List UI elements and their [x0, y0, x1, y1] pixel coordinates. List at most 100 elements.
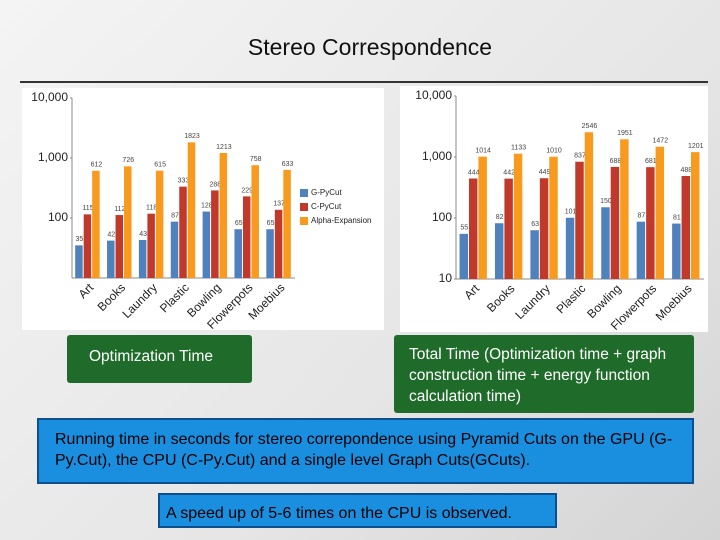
value-label: 65 [235, 220, 243, 227]
value-label: 449 [539, 169, 551, 176]
bar [115, 215, 124, 278]
legend-swatch [300, 203, 308, 211]
bar [202, 211, 211, 278]
slide-title: Stereo Correspondence [247, 34, 493, 60]
bar [179, 186, 187, 278]
value-label: 112 [114, 206, 125, 213]
value-label: 115 [82, 205, 93, 212]
bar [124, 166, 132, 278]
value-label: 128 [201, 202, 213, 209]
value-label: 681 [645, 158, 657, 165]
bar [610, 166, 620, 279]
value-label: 837 [574, 153, 586, 160]
value-label: 726 [122, 157, 134, 164]
bar [513, 153, 523, 279]
bar [187, 142, 196, 278]
bar [646, 167, 655, 279]
value-label: 1201 [688, 143, 704, 150]
caption: Optimization Time [67, 335, 252, 383]
value-label: 55 [460, 225, 468, 232]
legend-label: Alpha-Expansion [311, 216, 371, 225]
value-label: 1951 [617, 130, 633, 137]
value-label: 118 [146, 205, 157, 212]
conclusion: A speed up of 5-6 times on the CPU is ob… [158, 493, 557, 528]
caption: Total Time (Optimization time + graph co… [394, 335, 694, 413]
bar [155, 170, 164, 278]
bar [504, 178, 513, 279]
bar [459, 233, 468, 279]
bar [266, 229, 274, 278]
value-label: 612 [91, 162, 103, 169]
chart-panel [22, 88, 384, 330]
bar [584, 132, 594, 279]
bar [107, 240, 115, 278]
bar [251, 165, 259, 278]
value-label: 1472 [653, 138, 669, 145]
bar [219, 152, 228, 278]
value-label: 688 [610, 158, 622, 165]
description: Running time in seconds for stereo corre… [37, 418, 694, 484]
bar [539, 178, 549, 279]
bar [549, 156, 558, 279]
value-label: 1014 [475, 147, 491, 154]
value-label: 333 [178, 177, 190, 184]
legend-swatch [300, 217, 308, 225]
bar [681, 176, 691, 279]
bar [575, 161, 584, 279]
legend-label: G-PyCut [311, 188, 342, 197]
bar [211, 190, 219, 278]
legend-label: C-PyCut [311, 202, 342, 211]
bar [620, 139, 629, 279]
value-label: 1010 [546, 148, 562, 155]
bar [83, 214, 92, 278]
bar [138, 239, 147, 278]
bar [92, 170, 100, 278]
legend-swatch [300, 189, 308, 197]
bar [170, 221, 179, 278]
bar [283, 169, 291, 278]
bar [530, 230, 539, 279]
value-label: 101 [565, 209, 577, 216]
bar [655, 146, 665, 279]
bar [468, 178, 478, 279]
value-label: 758 [250, 156, 262, 163]
value-label: 2546 [582, 123, 598, 130]
value-label: 87 [638, 213, 646, 220]
bar [494, 223, 504, 279]
value-label: 1213 [216, 144, 232, 151]
y-tick-label: 1,000 [38, 150, 68, 164]
value-label: 137 [273, 201, 285, 208]
y-tick-label: 1,000 [422, 149, 452, 163]
bar [672, 223, 681, 279]
bar [274, 209, 283, 278]
value-label: 87 [171, 212, 179, 219]
value-label: 288 [210, 181, 222, 188]
y-tick-label: 10 [439, 271, 453, 285]
bar [565, 217, 575, 279]
bar [242, 196, 251, 278]
bar [601, 207, 610, 279]
title-rule [20, 81, 708, 83]
bar [691, 152, 700, 279]
y-tick-label: 10,000 [415, 88, 452, 102]
value-label: 150 [600, 198, 612, 205]
value-label: 442 [503, 169, 515, 176]
value-label: 35 [76, 236, 84, 243]
value-label: 43 [139, 231, 147, 238]
value-label: 444 [468, 169, 480, 176]
value-label: 63 [531, 221, 539, 228]
bar [75, 245, 83, 278]
value-label: 229 [241, 187, 253, 194]
value-label: 81 [673, 214, 681, 221]
bar [478, 156, 487, 279]
value-label: 1823 [184, 133, 200, 140]
value-label: 82 [496, 214, 504, 221]
y-tick-label: 100 [432, 210, 452, 224]
value-label: 42 [107, 231, 115, 238]
value-label: 65 [267, 220, 275, 227]
value-label: 615 [154, 162, 166, 169]
y-tick-label: 10,000 [31, 90, 68, 104]
value-label: 633 [282, 161, 294, 168]
